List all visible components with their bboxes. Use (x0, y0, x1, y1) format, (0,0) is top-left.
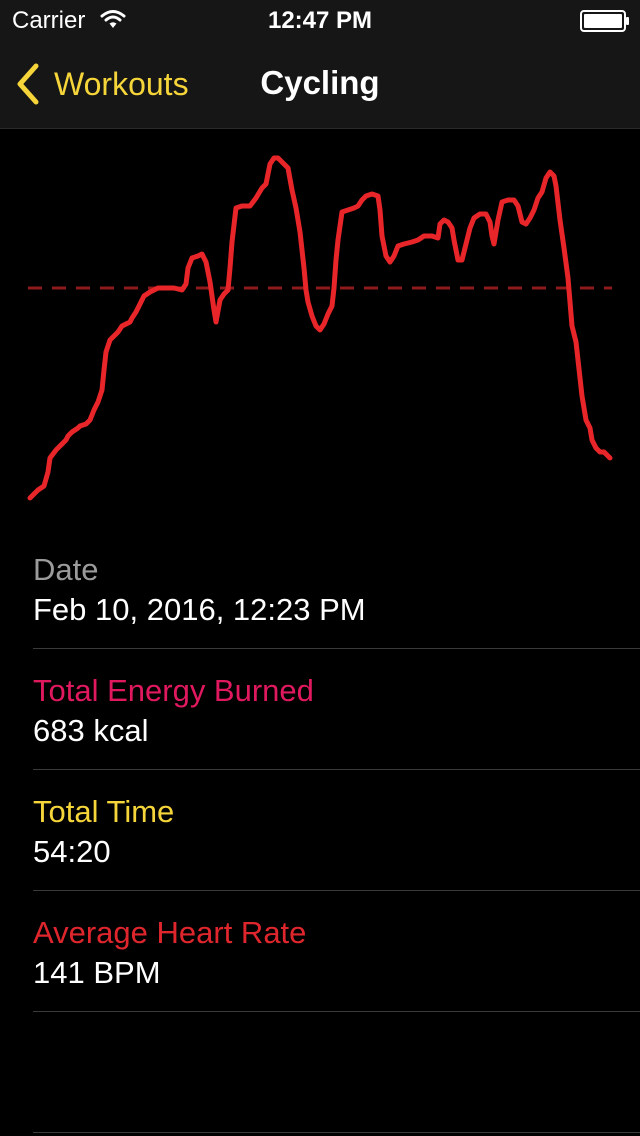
detail-row-heart-rate: Average Heart Rate 141 BPM (33, 891, 640, 1012)
status-bar: Carrier 12:47 PM (0, 0, 640, 40)
energy-label: Total Energy Burned (33, 673, 314, 708)
heart-rate-chart (27, 155, 613, 501)
energy-value: 683 kcal (33, 713, 149, 748)
detail-row-date: Date Feb 10, 2016, 12:23 PM (33, 528, 640, 649)
carrier-label: Carrier (12, 7, 86, 34)
heart-rate-value: 141 BPM (33, 955, 161, 990)
workout-details: Date Feb 10, 2016, 12:23 PM Total Energy… (0, 528, 640, 1133)
detail-row-energy: Total Energy Burned 683 kcal (33, 649, 640, 770)
time-value: 54:20 (33, 834, 111, 869)
back-label: Workouts (54, 65, 189, 102)
battery-icon (580, 10, 629, 32)
time-label: Total Time (33, 794, 175, 829)
status-time: 12:47 PM (267, 7, 373, 34)
navigation-bar: Workouts Cycling (0, 40, 640, 129)
detail-row-time: Total Time 54:20 (33, 770, 640, 891)
chevron-left-icon (17, 63, 39, 105)
back-button[interactable]: Workouts (14, 60, 189, 108)
wifi-icon (100, 10, 126, 28)
page-title: Cycling (260, 64, 380, 101)
date-label: Date (33, 552, 99, 587)
date-value: Feb 10, 2016, 12:23 PM (33, 592, 366, 627)
heart-rate-label: Average Heart Rate (33, 915, 307, 950)
empty-row (33, 1012, 640, 1133)
heart-rate-line (27, 155, 613, 501)
